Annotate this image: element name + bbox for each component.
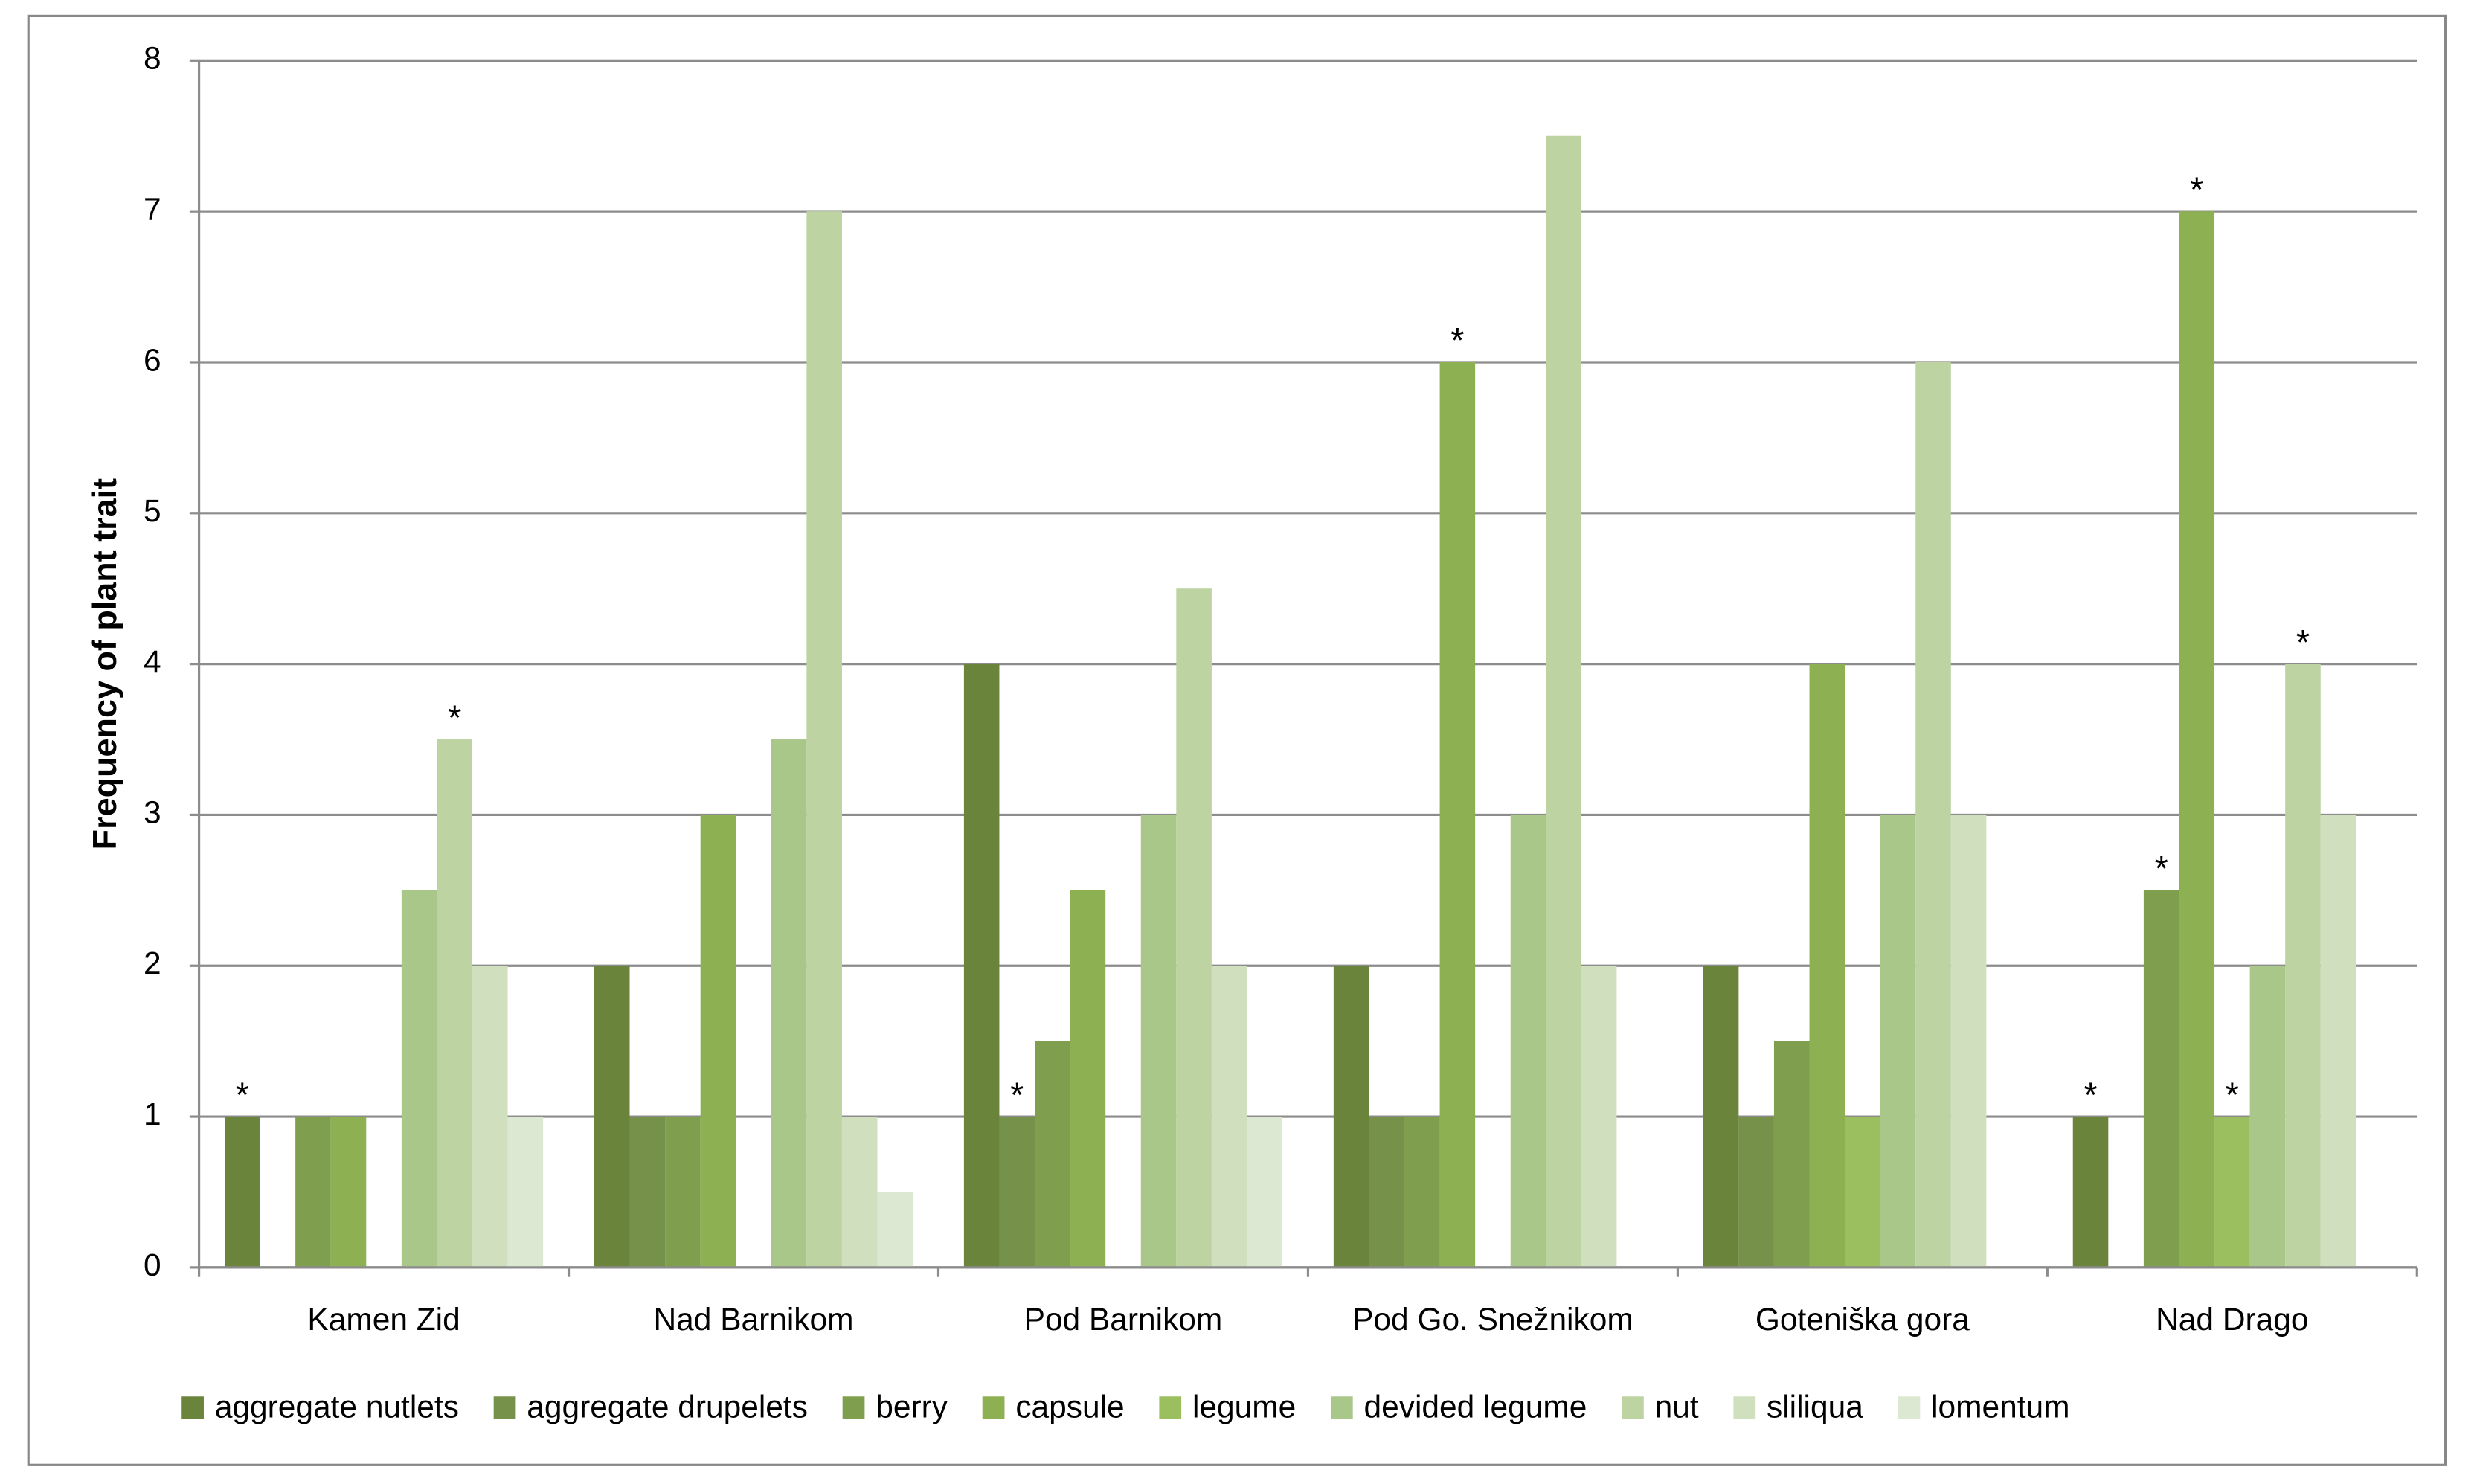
bar: [472, 966, 508, 1268]
bar: [1404, 1117, 1440, 1268]
annotation: *: [2155, 849, 2168, 887]
y-tick-label: 5: [144, 493, 161, 529]
x-tick-label: Goteniška gora: [1755, 1302, 1970, 1337]
bar: [1369, 1117, 1404, 1268]
bar: [1140, 815, 1177, 1268]
x-tick-label: Nad Barnikom: [654, 1302, 854, 1337]
legend-label: sliliqua: [1767, 1390, 1863, 1425]
y-axis-label: Frequency of plant trait: [86, 478, 123, 850]
bar: [1333, 966, 1369, 1268]
bar: [437, 739, 472, 1268]
annotation: *: [1450, 321, 1464, 360]
legend-label: legume: [1192, 1390, 1296, 1425]
y-tick-label: 2: [144, 945, 161, 981]
y-tick-label: 3: [144, 795, 161, 831]
y-tick-label: 8: [144, 41, 161, 77]
bar: [1247, 1117, 1283, 1268]
bar: [1915, 362, 1951, 1268]
bar: [1809, 664, 1845, 1268]
bar: [2249, 966, 2286, 1268]
bar: [1211, 966, 1247, 1268]
y-tick-label: 6: [144, 342, 161, 378]
bar: [963, 664, 1000, 1268]
legend-swatch: [982, 1396, 1005, 1419]
legend-swatch: [1330, 1396, 1353, 1419]
bar: [1845, 1117, 1880, 1268]
bar: [2285, 664, 2321, 1268]
bar: [2214, 1117, 2250, 1268]
bar: [1703, 966, 1739, 1268]
bar: [1581, 966, 1617, 1268]
x-tick-label: Kamen Zid: [307, 1302, 460, 1337]
bar: [330, 1117, 367, 1268]
legend-label: aggregate nutlets: [215, 1390, 459, 1425]
legend-swatch: [842, 1396, 865, 1419]
legend-label: devided legume: [1364, 1390, 1587, 1425]
bar: [665, 1117, 701, 1268]
bar: [224, 1117, 260, 1268]
legend-label: lomentum: [1931, 1390, 2069, 1425]
bar: [1546, 135, 1581, 1268]
legend-swatch: [1733, 1396, 1756, 1419]
bar: [806, 211, 842, 1268]
bar: [1510, 815, 1546, 1268]
legend-swatch: [1159, 1396, 1182, 1419]
bar: [999, 1117, 1035, 1268]
legend-label: nut: [1655, 1390, 1699, 1425]
bar: [1176, 588, 1212, 1268]
legend-label: berry: [876, 1390, 948, 1425]
bar: [841, 1117, 878, 1268]
annotation: *: [2190, 170, 2203, 209]
annotation: *: [2226, 1076, 2239, 1114]
annotation: *: [448, 698, 461, 737]
annotation: *: [2296, 623, 2310, 661]
bar: [401, 890, 437, 1268]
bar: [2320, 815, 2356, 1268]
annotation: *: [2084, 1076, 2097, 1114]
bar: [771, 739, 807, 1268]
y-tick-label: 4: [144, 644, 161, 680]
bar: [1773, 1041, 1810, 1268]
annotation: *: [1010, 1076, 1024, 1114]
legend-swatch: [1622, 1396, 1644, 1419]
legend-label: aggregate drupelets: [527, 1390, 808, 1425]
bar: [1070, 890, 1106, 1268]
bar: [2179, 211, 2215, 1268]
legend-swatch: [493, 1396, 516, 1419]
bar: [1880, 815, 1916, 1268]
x-tick-label: Pod Barnikom: [1024, 1302, 1223, 1337]
y-tick-label: 1: [144, 1096, 161, 1132]
legend-label: capsule: [1015, 1390, 1124, 1425]
y-tick-label: 7: [144, 191, 161, 227]
bar: [1035, 1041, 1070, 1268]
legend-swatch: [181, 1396, 204, 1419]
bar: [2143, 890, 2179, 1268]
bar: [507, 1117, 544, 1268]
x-tick-label: Pod Go. Snežnikom: [1352, 1302, 1633, 1337]
bar: [1738, 1117, 1774, 1268]
bar: [295, 1117, 331, 1268]
bar: [700, 815, 736, 1268]
x-tick-label: Nad Drago: [2156, 1302, 2308, 1337]
bar: [1950, 815, 1987, 1268]
bar: [2072, 1117, 2109, 1268]
bar: [877, 1192, 913, 1268]
bar: [594, 966, 630, 1268]
annotation: *: [236, 1076, 249, 1114]
y-tick-label: 0: [144, 1247, 161, 1283]
bar: [629, 1117, 666, 1268]
bar: [1439, 362, 1476, 1268]
legend-swatch: [1898, 1396, 1921, 1419]
